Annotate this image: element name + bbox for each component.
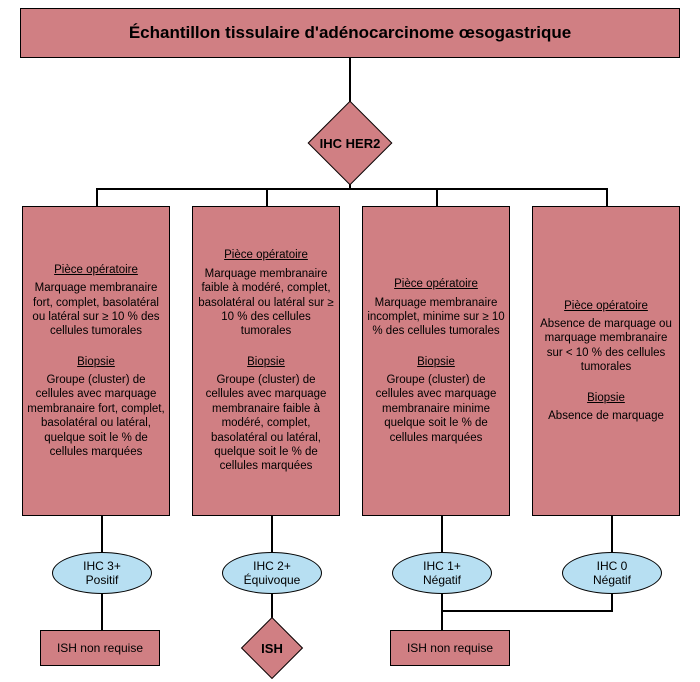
edge-hbus bbox=[96, 188, 606, 190]
col3-p2: Groupe (cluster) de cellules avec marqua… bbox=[367, 373, 505, 445]
edge-col4-ell bbox=[611, 516, 613, 552]
col3-h2: Biopsie bbox=[417, 355, 455, 369]
ell2-l2: Équivoque bbox=[244, 573, 301, 587]
edge-bus-col3 bbox=[436, 188, 438, 206]
ellipse-ihc2: IHC 2+Équivoque bbox=[222, 552, 322, 594]
edge-col1-ell bbox=[101, 516, 103, 552]
edge-ell4-down bbox=[611, 594, 613, 610]
col1-p2: Groupe (cluster) de cellules avec marqua… bbox=[27, 373, 165, 459]
edge-col3-ell bbox=[441, 516, 443, 552]
col-ihc3: Pièce opératoire Marquage membranaire fo… bbox=[22, 206, 170, 516]
col3-h1: Pièce opératoire bbox=[394, 277, 478, 291]
ell4-l2: Négatif bbox=[593, 573, 631, 587]
diamond-label: IHC HER2 bbox=[320, 136, 381, 151]
title-text: Échantillon tissulaire d'adénocarcinome … bbox=[129, 23, 571, 43]
ell3-l2: Négatif bbox=[423, 573, 461, 587]
col2-h2: Biopsie bbox=[247, 355, 285, 369]
col1-h2: Biopsie bbox=[77, 355, 115, 369]
edge-bus-col1 bbox=[96, 188, 98, 206]
edge-bus-col2 bbox=[266, 188, 268, 206]
col2-p2: Groupe (cluster) de cellules avec marqua… bbox=[197, 373, 335, 474]
diamond-ish: ISH bbox=[228, 624, 316, 672]
col-ihc0: Pièce opératoire Absence de marquage ou … bbox=[532, 206, 680, 516]
title-node: Échantillon tissulaire d'adénocarcinome … bbox=[20, 8, 680, 58]
ell2-l1: IHC 2+ bbox=[253, 559, 291, 573]
ell1-l1: IHC 3+ bbox=[83, 559, 121, 573]
col2-h1: Pièce opératoire bbox=[224, 248, 308, 262]
col4-h2: Biopsie bbox=[587, 391, 625, 405]
edge-bus-col4 bbox=[606, 188, 608, 206]
edge-ell1-b bbox=[101, 594, 103, 630]
b3-text: ISH non requise bbox=[407, 641, 493, 655]
edge-ell3-b bbox=[441, 594, 443, 630]
b1-text: ISH non requise bbox=[57, 641, 143, 655]
col2-p1: Marquage membranaire faible à modéré, co… bbox=[197, 267, 335, 339]
edge-ell4-h bbox=[441, 610, 613, 612]
ellipse-ihc3: IHC 3+Positif bbox=[52, 552, 152, 594]
ell4-l1: IHC 0 bbox=[597, 559, 628, 573]
edge-col2-ell bbox=[271, 516, 273, 552]
ish-label: ISH bbox=[261, 641, 283, 656]
col3-p1: Marquage membranaire incomplet, minime s… bbox=[367, 296, 505, 339]
bottom-ish-not-required-1: ISH non requise bbox=[40, 630, 160, 666]
col-ihc2: Pièce opératoire Marquage membranaire fa… bbox=[192, 206, 340, 516]
col1-h1: Pièce opératoire bbox=[54, 263, 138, 277]
diamond-ihc-her2: IHC HER2 bbox=[300, 118, 400, 168]
col-ihc1: Pièce opératoire Marquage membranaire in… bbox=[362, 206, 510, 516]
ellipse-ihc1: IHC 1+Négatif bbox=[392, 552, 492, 594]
ell3-l1: IHC 1+ bbox=[423, 559, 461, 573]
bottom-ish-not-required-2: ISH non requise bbox=[390, 630, 510, 666]
col4-p1: Absence de marquage ou marquage membrana… bbox=[537, 317, 675, 375]
col1-p1: Marquage membranaire fort, complet, baso… bbox=[27, 281, 165, 339]
col4-p2: Absence de marquage bbox=[548, 409, 664, 423]
col4-h1: Pièce opératoire bbox=[564, 299, 648, 313]
ellipse-ihc0: IHC 0Négatif bbox=[562, 552, 662, 594]
ell1-l2: Positif bbox=[86, 573, 119, 587]
